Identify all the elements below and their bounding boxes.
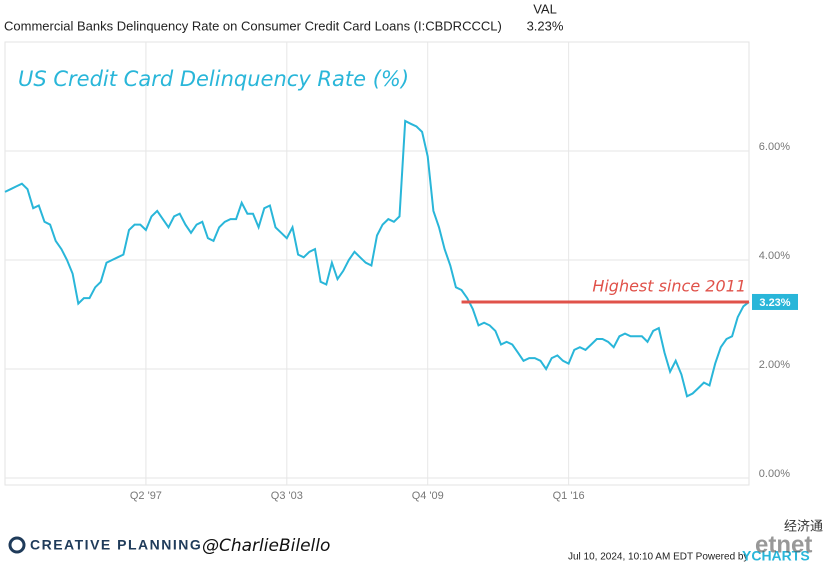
- plot-frame: [4, 41, 750, 486]
- y-tick-label: 2.00%: [759, 359, 790, 371]
- x-tick-label: Q2 '97: [130, 490, 162, 502]
- last-value-label: 3.23%: [759, 297, 790, 309]
- y-tick-label: 0.00%: [759, 468, 790, 480]
- annotation-text: Highest since 2011: [592, 276, 746, 295]
- y-tick-label: 6.00%: [759, 141, 790, 153]
- handle: @CharlieBilello: [202, 536, 330, 556]
- ycharts: YCHARTS: [742, 548, 810, 564]
- logo-icon: [8, 536, 26, 554]
- logo: [8, 536, 26, 554]
- header-value: 3.23%: [527, 18, 564, 33]
- y-tick-label: 4.00%: [759, 250, 790, 262]
- etnet-cn: 经济通: [784, 518, 823, 533]
- brand: CREATIVE PLANNING: [30, 537, 202, 553]
- x-tick-label: Q1 '16: [553, 490, 585, 502]
- last-value-badge: [752, 293, 798, 310]
- header-series: Commercial Banks Delinquency Rate on Con…: [4, 18, 502, 33]
- x-tick-label: Q4 '09: [412, 490, 444, 502]
- timestamp: Jul 10, 2024, 10:10 AM EDT Powered by: [568, 552, 748, 563]
- series-line: [4, 119, 750, 398]
- x-tick-label: Q3 '03: [271, 490, 303, 502]
- chart-title: US Credit Card Delinquency Rate (%): [18, 67, 409, 91]
- header-column: VAL: [533, 1, 557, 16]
- etnet: etnet: [755, 531, 812, 558]
